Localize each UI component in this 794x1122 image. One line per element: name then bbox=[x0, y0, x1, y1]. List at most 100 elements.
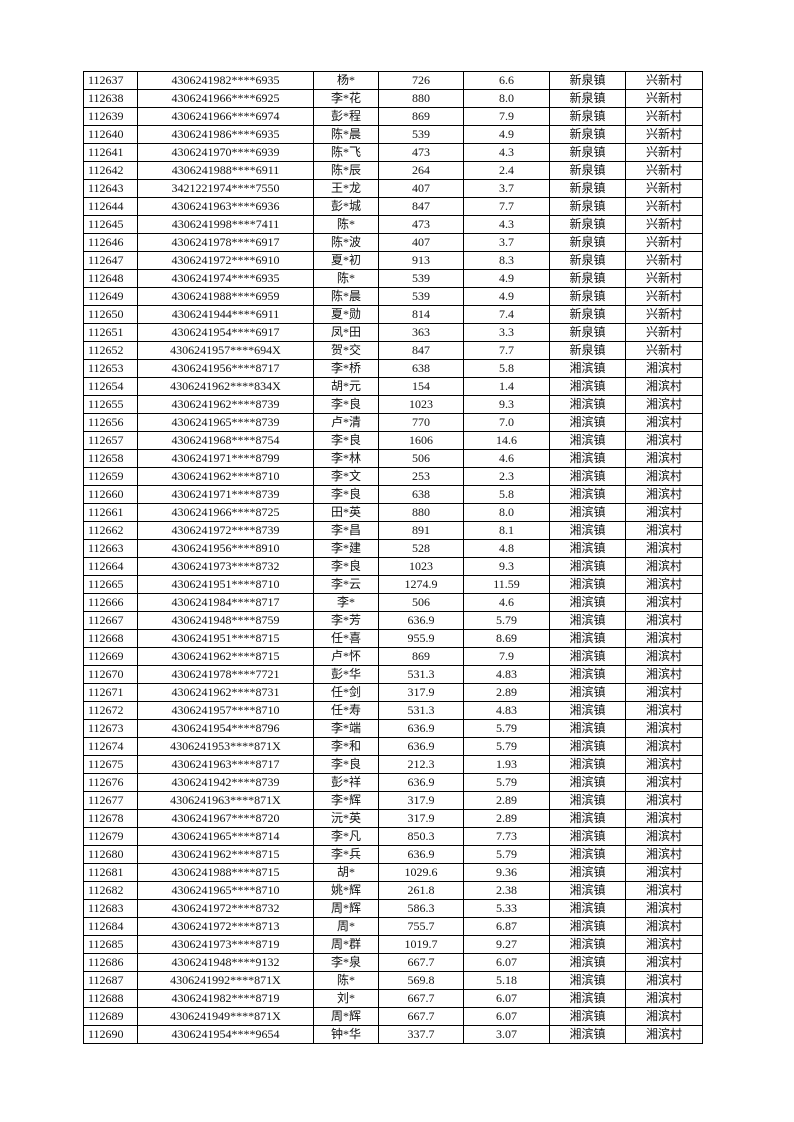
serial-cell: 112672 bbox=[83, 701, 138, 720]
id-number-cell: 4306241954****6917 bbox=[137, 323, 314, 342]
village-cell: 湘滨村 bbox=[625, 521, 703, 540]
serial-cell: 112664 bbox=[83, 557, 138, 576]
town-cell: 湘滨镇 bbox=[549, 467, 626, 486]
table-row: 112660 4306241971****8739 李*良 638 5.8 湘滨镇 湘滨村 bbox=[83, 485, 703, 504]
area-cell: 11.59 bbox=[463, 575, 550, 594]
village-cell: 兴新村 bbox=[625, 161, 703, 180]
amount-cell: 869 bbox=[378, 107, 464, 126]
name-cell: 刘* bbox=[313, 989, 379, 1008]
name-cell: 任*寿 bbox=[313, 701, 379, 720]
area-cell: 4.3 bbox=[463, 215, 550, 234]
name-cell: 李*兵 bbox=[313, 845, 379, 864]
name-cell: 凤*田 bbox=[313, 323, 379, 342]
town-cell: 湘滨镇 bbox=[549, 1007, 626, 1026]
serial-cell: 112660 bbox=[83, 485, 138, 504]
id-number-cell: 4306241963****6936 bbox=[137, 197, 314, 216]
serial-cell: 112657 bbox=[83, 431, 138, 450]
village-cell: 湘滨村 bbox=[625, 377, 703, 396]
name-cell: 李*和 bbox=[313, 737, 379, 756]
town-cell: 新泉镇 bbox=[549, 287, 626, 306]
name-cell: 钟*华 bbox=[313, 1025, 379, 1044]
table-row: 112639 4306241966****6974 彭*程 869 7.9 新泉镇 兴新村 bbox=[83, 107, 703, 126]
amount-cell: 317.9 bbox=[378, 683, 464, 702]
id-number-cell: 4306241968****8754 bbox=[137, 431, 314, 450]
area-cell: 14.6 bbox=[463, 431, 550, 450]
serial-cell: 112681 bbox=[83, 863, 138, 882]
table-row: 112638 4306241966****6925 李*花 880 8.0 新泉镇 兴新村 bbox=[83, 89, 703, 108]
serial-cell: 112651 bbox=[83, 323, 138, 342]
amount-cell: 569.8 bbox=[378, 971, 464, 990]
area-cell: 6.87 bbox=[463, 917, 550, 936]
id-number-cell: 4306241963****871X bbox=[137, 791, 314, 810]
area-cell: 5.18 bbox=[463, 971, 550, 990]
town-cell: 新泉镇 bbox=[549, 197, 626, 216]
area-cell: 2.89 bbox=[463, 791, 550, 810]
table-row: 112643 3421221974****7550 王*龙 407 3.7 新泉镇 兴新村 bbox=[83, 179, 703, 198]
town-cell: 新泉镇 bbox=[549, 251, 626, 270]
amount-cell: 638 bbox=[378, 359, 464, 378]
amount-cell: 913 bbox=[378, 251, 464, 270]
table-row: 112673 4306241954****8796 李*端 636.9 5.79 湘滨镇湘… bbox=[83, 719, 703, 738]
village-cell: 兴新村 bbox=[625, 233, 703, 252]
village-cell: 湘滨村 bbox=[625, 917, 703, 936]
village-cell: 湘滨村 bbox=[625, 935, 703, 954]
area-cell: 4.83 bbox=[463, 665, 550, 684]
area-cell: 3.7 bbox=[463, 233, 550, 252]
town-cell: 湘滨镇 bbox=[549, 989, 626, 1008]
serial-cell: 112678 bbox=[83, 809, 138, 828]
serial-cell: 112649 bbox=[83, 287, 138, 306]
amount-cell: 636.9 bbox=[378, 611, 464, 630]
village-cell: 兴新村 bbox=[625, 287, 703, 306]
area-cell: 8.1 bbox=[463, 521, 550, 540]
table-row: 112689 4306241949****871X 周*辉 667.7 6.07 湘滨镇湘… bbox=[83, 1007, 703, 1026]
village-cell: 兴新村 bbox=[625, 251, 703, 270]
name-cell: 李*林 bbox=[313, 449, 379, 468]
town-cell: 湘滨镇 bbox=[549, 953, 626, 972]
table-row: 112678 4306241967****8720 沅*英 317.9 2.89 湘滨镇湘… bbox=[83, 809, 703, 828]
town-cell: 湘滨镇 bbox=[549, 665, 626, 684]
amount-cell: 264 bbox=[378, 161, 464, 180]
area-cell: 9.36 bbox=[463, 863, 550, 882]
village-cell: 湘滨村 bbox=[625, 413, 703, 432]
village-cell: 兴新村 bbox=[625, 269, 703, 288]
town-cell: 湘滨镇 bbox=[549, 611, 626, 630]
village-cell: 兴新村 bbox=[625, 341, 703, 360]
serial-cell: 112667 bbox=[83, 611, 138, 630]
area-cell: 9.27 bbox=[463, 935, 550, 954]
village-cell: 湘滨村 bbox=[625, 431, 703, 450]
name-cell: 陈*辰 bbox=[313, 161, 379, 180]
town-cell: 新泉镇 bbox=[549, 179, 626, 198]
serial-cell: 112641 bbox=[83, 143, 138, 162]
amount-cell: 317.9 bbox=[378, 791, 464, 810]
town-cell: 湘滨镇 bbox=[549, 863, 626, 882]
area-cell: 7.73 bbox=[463, 827, 550, 846]
town-cell: 湘滨镇 bbox=[549, 557, 626, 576]
name-cell: 李*良 bbox=[313, 395, 379, 414]
amount-cell: 636.9 bbox=[378, 845, 464, 864]
village-cell: 湘滨村 bbox=[625, 755, 703, 774]
serial-cell: 112640 bbox=[83, 125, 138, 144]
area-cell: 6.07 bbox=[463, 989, 550, 1008]
area-cell: 4.9 bbox=[463, 269, 550, 288]
town-cell: 新泉镇 bbox=[549, 341, 626, 360]
table-row: 112688 4306241982****8719 刘* 667.7 6.07 湘滨镇 湘滨… bbox=[83, 989, 703, 1008]
area-cell: 5.79 bbox=[463, 737, 550, 756]
serial-cell: 112663 bbox=[83, 539, 138, 558]
table-row: 112674 4306241953****871X 李*和 636.9 5.79 湘滨镇湘… bbox=[83, 737, 703, 756]
table-row: 112676 4306241942****8739 彭*祥 636.9 5.79 湘滨镇湘… bbox=[83, 773, 703, 792]
village-cell: 湘滨村 bbox=[625, 485, 703, 504]
serial-cell: 112637 bbox=[83, 71, 138, 90]
table-row: 112656 4306241965****8739 卢*清 770 7.0 湘滨镇 湘滨村 bbox=[83, 413, 703, 432]
area-cell: 6.07 bbox=[463, 1007, 550, 1026]
id-number-cell: 4306241984****8717 bbox=[137, 593, 314, 612]
serial-cell: 112670 bbox=[83, 665, 138, 684]
town-cell: 湘滨镇 bbox=[549, 521, 626, 540]
id-number-cell: 4306241966****6974 bbox=[137, 107, 314, 126]
table-row: 112664 4306241973****8732 李*良 1023 9.3 湘滨镇 湘滨村 bbox=[83, 557, 703, 576]
id-number-cell: 4306241962****8715 bbox=[137, 647, 314, 666]
name-cell: 彭*华 bbox=[313, 665, 379, 684]
area-cell: 2.4 bbox=[463, 161, 550, 180]
town-cell: 湘滨镇 bbox=[549, 413, 626, 432]
name-cell: 沅*英 bbox=[313, 809, 379, 828]
area-cell: 4.3 bbox=[463, 143, 550, 162]
